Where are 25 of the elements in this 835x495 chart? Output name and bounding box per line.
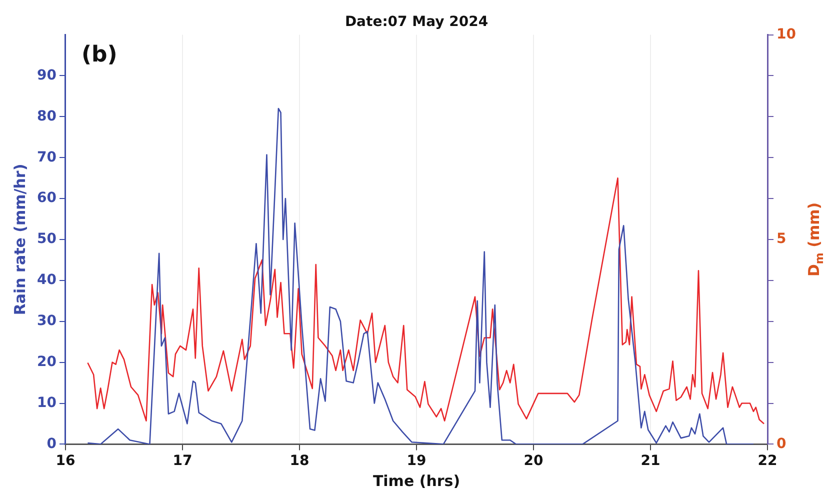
y-tick-label: 20 (37, 354, 57, 370)
y-tick-label: 30 (37, 313, 57, 330)
chart-title: Date:07 May 2024 (344, 14, 488, 30)
y-tick-label: 40 (37, 272, 57, 288)
y2-tick-label: 10 (776, 26, 796, 42)
y-axis-title: Rain rate (mm/hr) (10, 164, 29, 316)
x-tick-label: 18 (290, 453, 310, 470)
x-tick-label: 21 (640, 453, 660, 470)
x-tick-label: 22 (758, 453, 778, 470)
y-tick-label: 0 (46, 436, 57, 452)
y-tick-label: 50 (37, 231, 57, 248)
x-tick-label: 19 (406, 453, 426, 470)
y-tick-label: 70 (37, 149, 57, 166)
y2-axis-title: Dm (mm) (805, 202, 826, 277)
x-tick-label: 16 (56, 453, 76, 470)
y-tick-label: 10 (37, 394, 57, 411)
annotation: (b) (81, 42, 118, 68)
y2-tick-label: 0 (776, 436, 787, 452)
x-tick-label: 17 (172, 453, 192, 470)
y2-tick-label: 5 (776, 231, 786, 248)
x-axis-title: Time (hrs) (372, 472, 460, 490)
y-tick-label: 60 (37, 190, 57, 206)
y-tick-label: 80 (37, 108, 57, 124)
y-tick-label: 90 (37, 67, 57, 84)
x-tick-label: 20 (524, 453, 544, 470)
